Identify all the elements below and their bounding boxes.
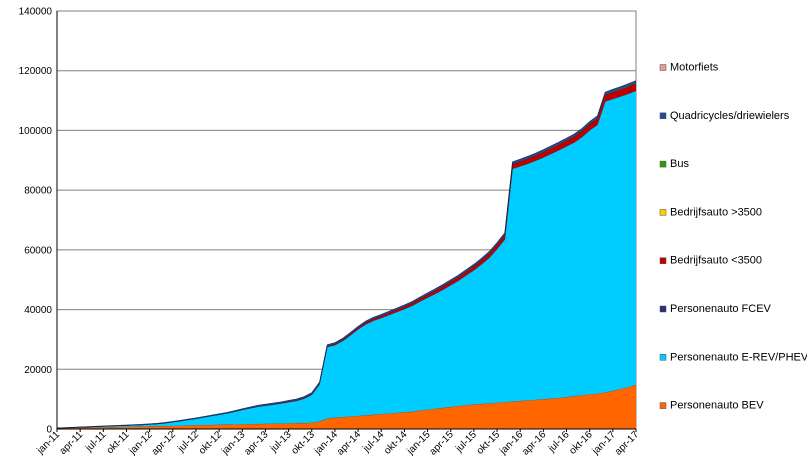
legend-label: Bedrijfsauto >3500 xyxy=(670,206,762,218)
x-tick-label: okt-13 xyxy=(289,429,317,457)
x-tick-label: apr-11 xyxy=(58,429,86,457)
legend-swatch xyxy=(659,64,667,71)
x-tick-label: jul-13 xyxy=(268,429,294,455)
x-tick-label: jan-15 xyxy=(405,429,433,457)
legend: Motorfiets Quadricycles/driewielers Bus Bed… xyxy=(659,62,807,412)
legend-label: Bus xyxy=(670,158,689,170)
x-tick-label: okt-16 xyxy=(567,429,595,457)
y-tick-label: 80000 xyxy=(24,186,52,197)
legend-label: Quadricycles/driewielers xyxy=(670,110,790,122)
y-tick-label: 140000 xyxy=(19,7,53,18)
x-tick-label: jul-12 xyxy=(175,429,201,455)
x-tick-label: okt-15 xyxy=(475,429,503,457)
area-personenauto-bev xyxy=(57,384,636,429)
y-tick-label: 120000 xyxy=(19,66,53,77)
legend-label: Personenauto BEV xyxy=(670,400,764,412)
legend-label: Personenauto E-REV/PHEV xyxy=(670,351,807,363)
y-tick-label: 60000 xyxy=(24,245,52,256)
legend-swatch xyxy=(659,112,667,120)
x-tick-label: jul-15 xyxy=(453,429,479,455)
legend-swatch xyxy=(659,354,667,361)
area-series xyxy=(56,80,637,429)
x-tick-label: jan-13 xyxy=(219,429,247,457)
y-tick-label: 40000 xyxy=(24,305,52,316)
x-tick-label: apr-17 xyxy=(613,429,642,458)
x-tick-label: jan-16 xyxy=(497,429,525,457)
x-tick-label: okt-11 xyxy=(105,429,132,456)
legend-label: Bedrijfsauto <3500 xyxy=(670,255,762,267)
x-tick-label: apr-12 xyxy=(150,429,179,458)
legend-label: Motorfiets xyxy=(670,62,719,74)
x-tick-label: jan-14 xyxy=(312,429,340,457)
area-personenauto-e-rev-phev xyxy=(57,90,636,429)
x-tick-label: apr-14 xyxy=(335,429,364,458)
legend-label: Personenauto FCEV xyxy=(670,303,772,315)
y-tick-label: 20000 xyxy=(24,365,52,376)
x-tick-label: jul-14 xyxy=(361,429,387,455)
x-tick-label: apr-16 xyxy=(520,429,549,458)
legend-swatch xyxy=(659,402,667,409)
x-tick-label: apr-13 xyxy=(242,429,271,458)
y-tick-label: 100000 xyxy=(19,126,53,137)
x-tick-label: jul-11 xyxy=(83,429,109,455)
legend-swatch xyxy=(659,160,667,168)
legend-swatch xyxy=(659,257,667,264)
legend-swatch xyxy=(659,209,667,216)
y-tick-label: 0 xyxy=(46,425,52,436)
x-tick-label: okt-14 xyxy=(382,429,410,457)
x-tick-label: okt-12 xyxy=(197,429,225,457)
x-tick-label: apr-15 xyxy=(428,429,457,458)
x-tick-label: jul-16 xyxy=(546,429,572,455)
legend-swatch xyxy=(659,305,667,313)
x-tick-label: jan-17 xyxy=(590,429,618,457)
area-edge-line xyxy=(56,80,637,429)
x-tick-label: jan-12 xyxy=(127,429,155,457)
